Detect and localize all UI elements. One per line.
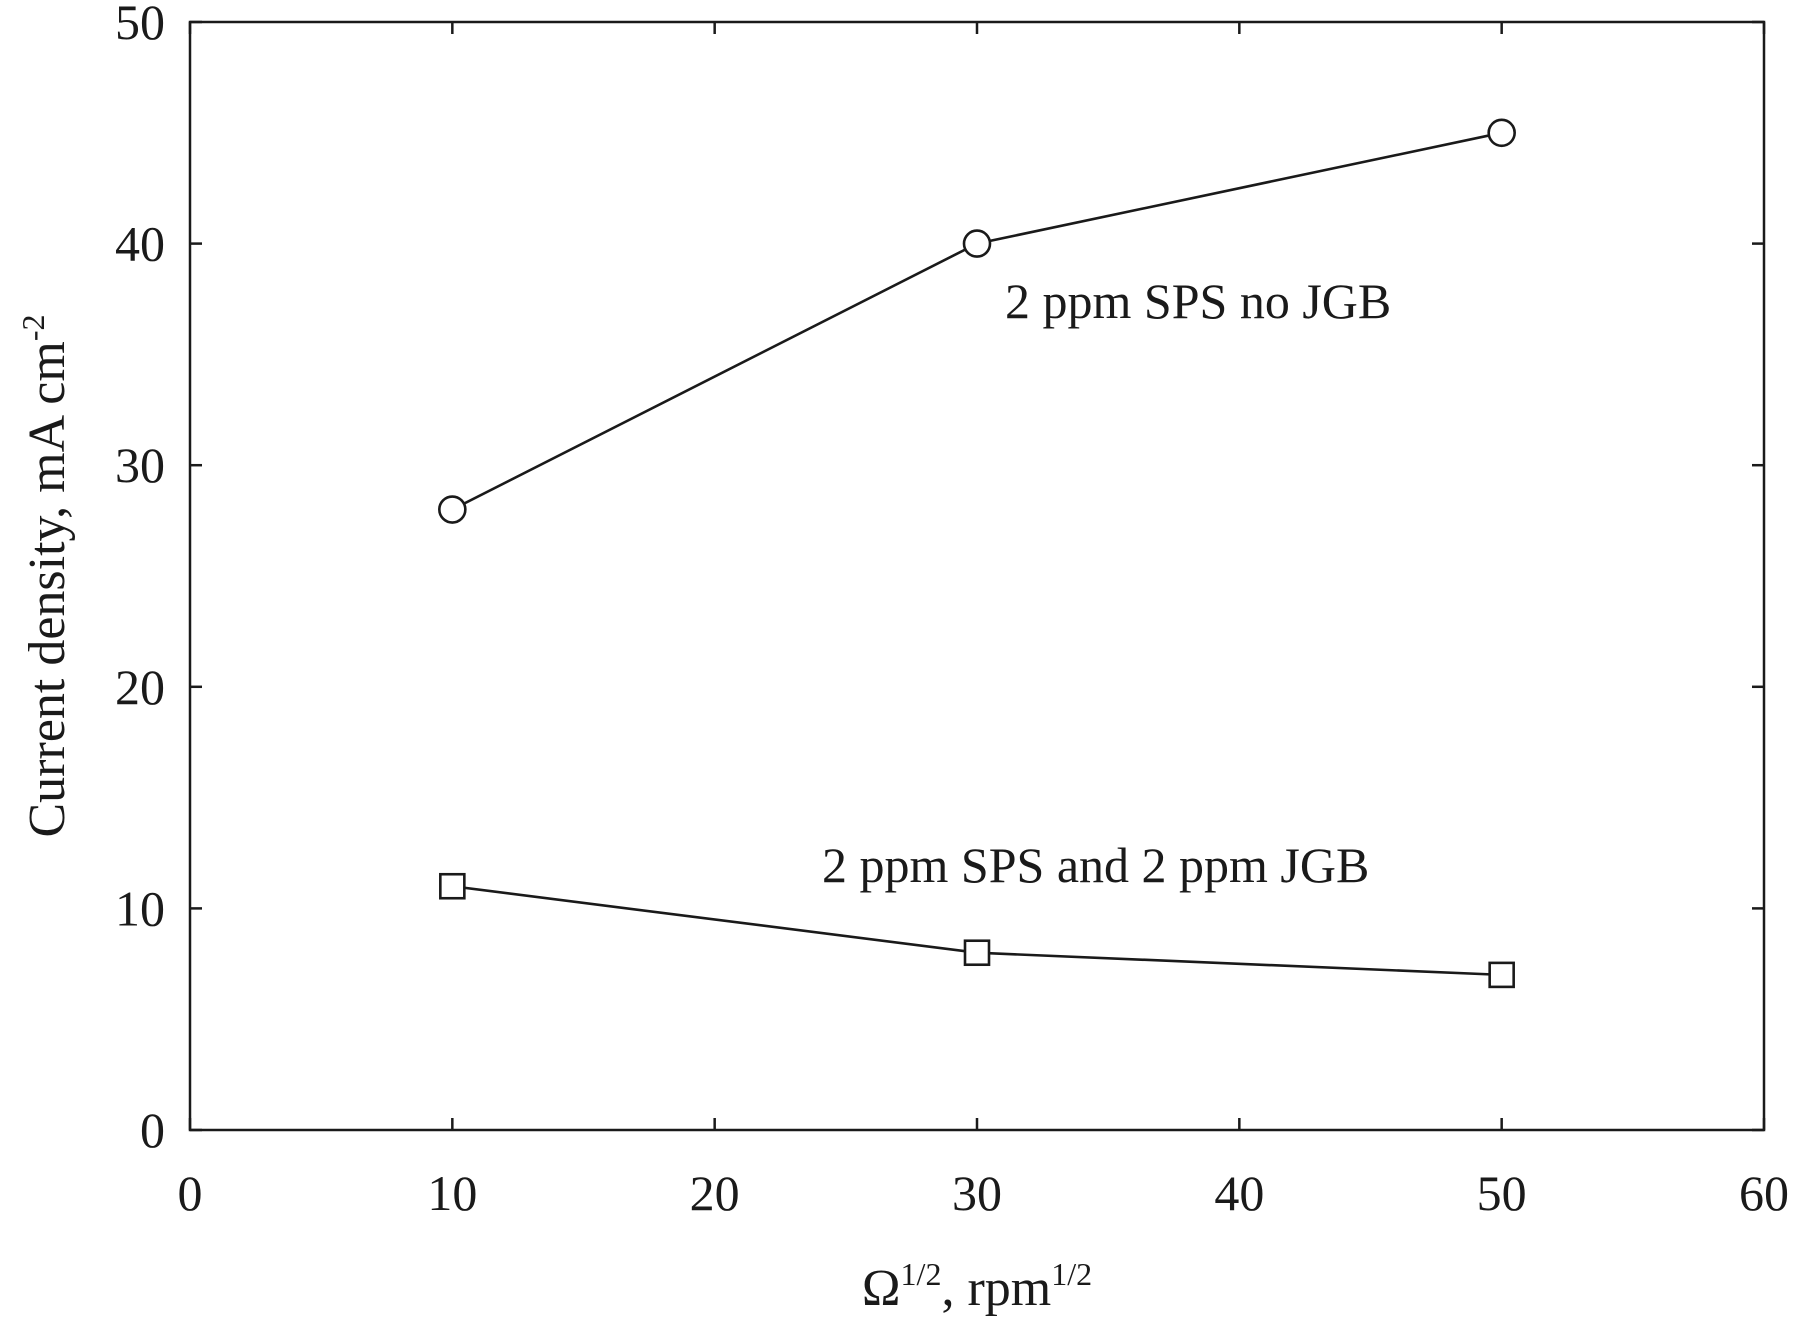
series-1-point-1 [963, 939, 991, 967]
y-tick-label-30: 30 [115, 437, 165, 493]
series-1-point-0 [439, 872, 466, 900]
x-axis-title-mid: , rpm [941, 1260, 1051, 1317]
axis-ticks [188, 20, 1766, 1132]
x-tick-label-0: 0 [178, 1165, 203, 1221]
y-tick-labels: 0 10 20 30 40 50 [115, 0, 165, 1158]
x-tick-labels: 0 10 20 30 40 50 60 [178, 1165, 1790, 1221]
series-label-sps-and-jgb: 2 ppm SPS and 2 ppm JGB [822, 837, 1369, 893]
y-axis-title-sup: -2 [15, 315, 51, 342]
x-axis-title-base: Ω [862, 1260, 901, 1317]
series-label-sps-no-jgb: 2 ppm SPS no JGB [1005, 273, 1391, 329]
x-tick-label-50: 50 [1477, 1165, 1527, 1221]
x-tick-label-30: 30 [952, 1165, 1002, 1221]
y-tick-label-50: 50 [115, 0, 165, 50]
y-tick-label-10: 10 [115, 880, 165, 936]
x-tick-label-10: 10 [427, 1165, 477, 1221]
series-0-point-2 [1487, 118, 1516, 148]
series-0-point-1 [962, 229, 992, 258]
series-1-point-2 [1488, 961, 1515, 989]
x-tick-label-40: 40 [1214, 1165, 1264, 1221]
series-0-point-0 [438, 495, 467, 524]
y-tick-label-0: 0 [140, 1102, 165, 1158]
y-axis-title-base: Current density, mA cm [19, 341, 76, 837]
x-axis-title-sup1: 1/2 [901, 1256, 942, 1292]
series-layer [438, 118, 1516, 989]
y-tick-label-40: 40 [115, 216, 165, 272]
x-tick-label-20: 20 [690, 1165, 740, 1221]
y-axis-title: Current density, mA cm-2 [15, 315, 76, 838]
x-tick-label-60: 60 [1739, 1165, 1789, 1221]
y-tick-label-20: 20 [115, 659, 165, 715]
x-axis-title: Ω1/2, rpm1/2 [862, 1256, 1092, 1317]
x-axis-title-sup2: 1/2 [1051, 1256, 1092, 1292]
